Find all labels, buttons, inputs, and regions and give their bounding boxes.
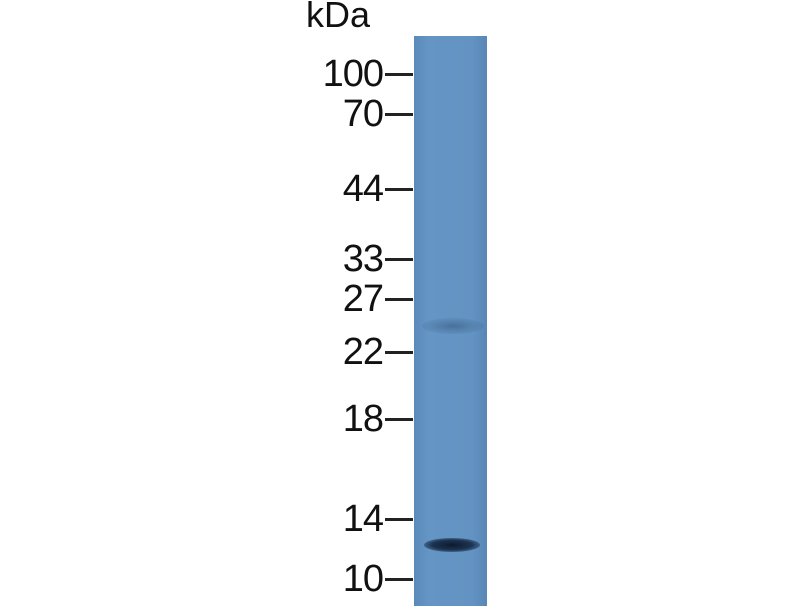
marker-label: 10 <box>342 558 384 600</box>
marker-33: 33 <box>290 239 415 279</box>
marker-label: 100 <box>322 53 384 95</box>
marker-tick <box>385 351 413 354</box>
marker-18: 18 <box>290 399 415 439</box>
marker-label: 44 <box>342 168 384 210</box>
unit-label: kDa <box>306 0 371 35</box>
marker-label: 18 <box>342 398 384 440</box>
marker-label: 22 <box>342 331 384 373</box>
marker-44: 44 <box>290 169 415 209</box>
marker-tick <box>385 258 413 261</box>
marker-70: 70 <box>290 94 415 134</box>
marker-100: 100 <box>290 54 415 94</box>
marker-tick <box>385 73 413 76</box>
main-band <box>424 538 480 552</box>
marker-label: 27 <box>342 278 384 320</box>
marker-tick <box>385 188 413 191</box>
marker-label: 33 <box>342 238 384 280</box>
marker-tick <box>385 578 413 581</box>
marker-10: 10 <box>290 559 415 599</box>
marker-tick <box>385 298 413 301</box>
blot-lane <box>414 36 487 606</box>
marker-27: 27 <box>290 279 415 319</box>
marker-14: 14 <box>290 499 415 539</box>
faint-band <box>422 318 484 334</box>
marker-tick <box>385 418 413 421</box>
marker-22: 22 <box>290 332 415 372</box>
marker-tick <box>385 113 413 116</box>
marker-label: 70 <box>342 93 384 135</box>
marker-tick <box>385 518 413 521</box>
marker-label: 14 <box>342 498 384 540</box>
